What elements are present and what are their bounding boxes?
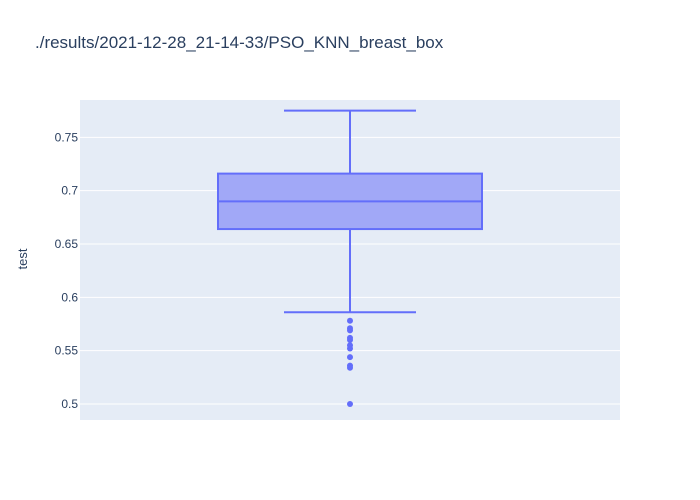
outlier-point: [347, 346, 353, 352]
y-axis-title: test: [15, 248, 30, 269]
outlier-point: [347, 365, 353, 371]
outlier-point: [347, 337, 353, 343]
y-tick-label: 0.55: [55, 344, 79, 358]
y-tick-label: 0.65: [55, 237, 79, 251]
y-tick-label: 0.6: [61, 290, 78, 304]
outlier-point: [347, 401, 353, 407]
outlier-point: [347, 354, 353, 360]
outlier-point: [347, 327, 353, 333]
y-axis-ticks: 0.5 0.55 0.6 0.65 0.7 0.75: [55, 130, 79, 411]
y-tick-label: 0.5: [61, 397, 78, 411]
y-tick-label: 0.75: [55, 130, 79, 144]
y-tick-label: 0.7: [61, 184, 78, 198]
outlier-point: [347, 318, 353, 324]
